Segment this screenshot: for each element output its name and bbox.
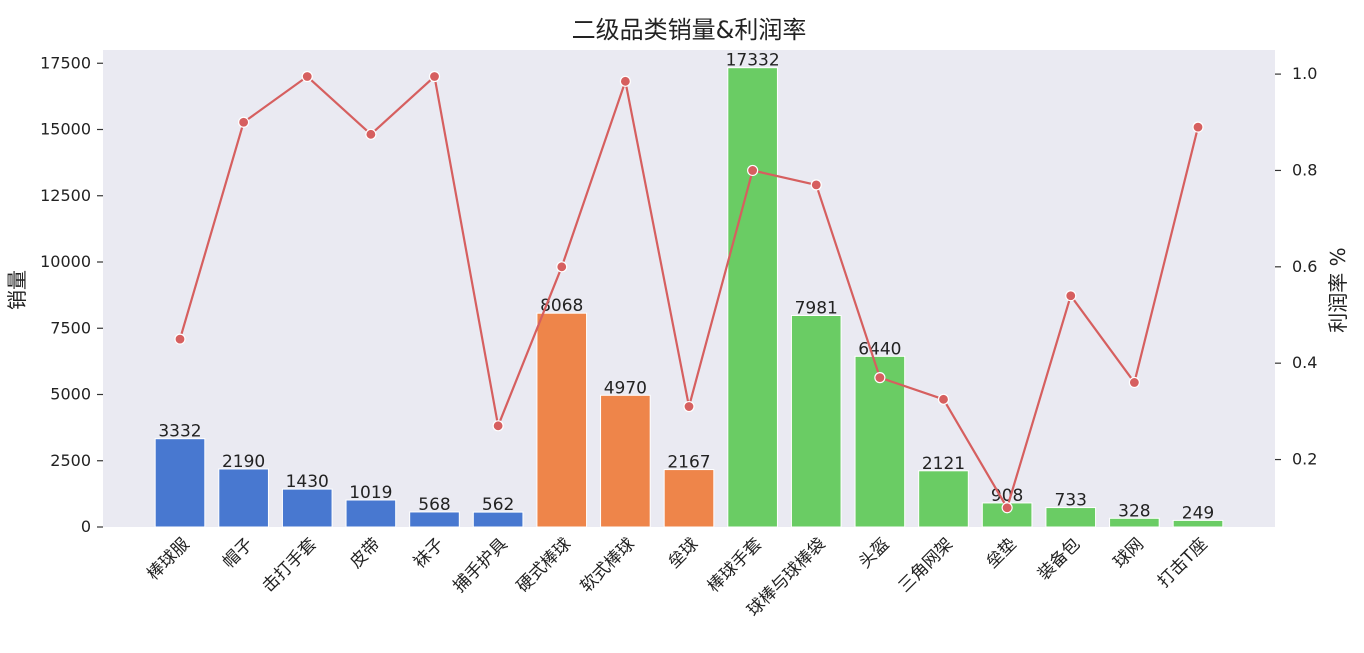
bar-value-label: 2121 bbox=[922, 454, 965, 474]
y2-tick-label: 0.2 bbox=[1292, 450, 1317, 469]
bar bbox=[409, 511, 460, 528]
y2-axis-label: 利润率 % bbox=[1326, 247, 1350, 332]
x-tick-label: 垒球 bbox=[664, 534, 702, 572]
profit-point bbox=[428, 70, 441, 83]
bar-labels: 3332 2190 1430 1019 568 562 8068 4970 2167 17332 7… bbox=[158, 51, 1214, 524]
bar-value-label: 4970 bbox=[604, 378, 647, 398]
y-axis-left: 0 2500 5000 7500 10000 12500 15000 17500 bbox=[40, 53, 103, 536]
x-tick-label: 软式棒球 bbox=[577, 534, 639, 596]
y-tick-label: 12500 bbox=[40, 186, 91, 205]
profit-point bbox=[1128, 376, 1140, 389]
bar bbox=[218, 468, 269, 528]
bar-value-label: 568 bbox=[418, 495, 450, 515]
bar-value-label: 908 bbox=[991, 486, 1023, 506]
bar bbox=[472, 511, 524, 528]
x-tick-label: 打击T座 bbox=[1154, 534, 1212, 592]
y-tick-label: 17500 bbox=[40, 53, 91, 72]
profit-point bbox=[238, 116, 250, 128]
x-tick-label: 皮带 bbox=[346, 534, 384, 572]
bar-value-label: 328 bbox=[1118, 501, 1150, 521]
bar bbox=[345, 499, 397, 528]
y-tick-label: 2500 bbox=[50, 451, 91, 470]
x-tick-label: 垒垫 bbox=[982, 534, 1020, 572]
y-tick-label: 0 bbox=[81, 517, 91, 536]
bar bbox=[281, 488, 333, 528]
x-tick-label: 硬式棒球 bbox=[513, 534, 575, 596]
bar bbox=[1109, 517, 1160, 528]
bar bbox=[154, 438, 206, 528]
bar-value-label: 562 bbox=[482, 495, 514, 515]
bar-value-label: 2190 bbox=[222, 452, 265, 472]
y-tick-label: 10000 bbox=[40, 252, 91, 271]
profit-point bbox=[619, 75, 631, 87]
y2-tick-label: 0.8 bbox=[1292, 160, 1317, 179]
profit-point bbox=[937, 393, 950, 405]
profit-point bbox=[174, 333, 186, 345]
x-tick-label: 捕手护具 bbox=[449, 534, 511, 596]
x-tick-label: 棒球手套 bbox=[704, 534, 766, 596]
y-tick-label: 7500 bbox=[50, 318, 91, 337]
bar-value-label: 17332 bbox=[726, 51, 780, 71]
x-tick-label: 击打手套 bbox=[259, 534, 321, 596]
profit-point bbox=[301, 70, 313, 83]
x-tick-label: 头盔 bbox=[855, 534, 893, 572]
y2-tick-label: 0.4 bbox=[1292, 353, 1317, 372]
profit-point bbox=[874, 372, 886, 384]
bar-value-label: 1019 bbox=[349, 483, 392, 503]
profit-point bbox=[810, 179, 822, 191]
bar-value-label: 8068 bbox=[540, 296, 583, 316]
x-tick-label: 袜子 bbox=[410, 534, 448, 572]
profit-point bbox=[556, 261, 568, 273]
bar bbox=[1172, 519, 1224, 528]
x-axis: 棒球服 帽子 击打手套 皮带 袜子 捕手护具 硬式棒球 软式棒球 垒球 棒球手套球棒与球棒袋 头盔三… bbox=[143, 534, 1211, 620]
y-axis-label: 销量 bbox=[5, 270, 29, 310]
profit-point bbox=[747, 164, 759, 177]
y2-tick-label: 1.0 bbox=[1292, 64, 1317, 83]
bar-value-label: 733 bbox=[1055, 491, 1087, 511]
y-tick-label: 15000 bbox=[40, 120, 91, 139]
y2-tick-label: 0.6 bbox=[1292, 257, 1317, 276]
x-tick-label: 装备包 bbox=[1034, 534, 1084, 584]
x-tick-label: 棒球服 bbox=[143, 534, 193, 584]
bar-value-label: 6440 bbox=[858, 339, 901, 359]
profit-point bbox=[492, 420, 504, 432]
profit-point bbox=[1001, 502, 1013, 514]
profit-point bbox=[1065, 290, 1077, 302]
x-tick-label: 帽子 bbox=[219, 534, 257, 572]
x-tick-label: 三角网架 bbox=[895, 534, 957, 596]
profit-point bbox=[365, 128, 377, 140]
chart-title: 二级品类销量&利润率 bbox=[572, 16, 807, 44]
bar bbox=[600, 394, 651, 528]
bar bbox=[663, 469, 715, 528]
bar-value-label: 2167 bbox=[667, 453, 710, 473]
bar-value-label: 3332 bbox=[158, 422, 201, 442]
bar-series bbox=[154, 67, 1224, 528]
y-tick-label: 5000 bbox=[50, 385, 91, 404]
profit-line-series bbox=[174, 70, 1204, 514]
bar-value-label: 249 bbox=[1182, 503, 1214, 523]
bar-value-label: 1430 bbox=[286, 472, 329, 492]
bar-value-label: 7981 bbox=[795, 299, 838, 319]
bar bbox=[1045, 507, 1097, 528]
bar bbox=[918, 470, 969, 528]
y-axis-right: 0.2 0.4 0.6 0.8 1.0 bbox=[1275, 64, 1317, 469]
profit-point bbox=[1192, 121, 1204, 133]
x-tick-label: 球网 bbox=[1110, 534, 1148, 572]
bar bbox=[536, 312, 588, 528]
bar bbox=[790, 315, 842, 528]
bar bbox=[727, 67, 778, 528]
profit-point bbox=[683, 400, 695, 413]
bar bbox=[981, 502, 1033, 528]
plot-area bbox=[103, 50, 1275, 527]
bar bbox=[854, 355, 906, 528]
